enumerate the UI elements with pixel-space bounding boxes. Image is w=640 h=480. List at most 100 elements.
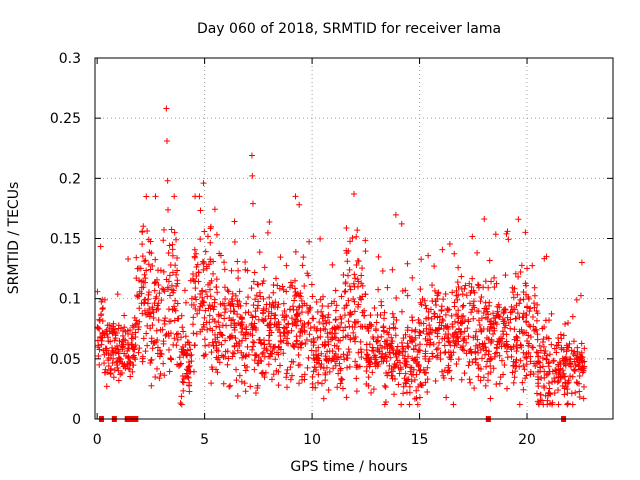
data-point (309, 293, 316, 300)
data-point (177, 361, 184, 368)
data-point (396, 370, 403, 377)
data-point (193, 330, 200, 337)
data-point (401, 375, 408, 382)
data-point (290, 306, 297, 313)
data-point (107, 370, 114, 377)
data-point (537, 347, 544, 354)
data-point (174, 300, 181, 307)
data-point (461, 285, 468, 292)
data-point (411, 328, 418, 335)
data-point (242, 367, 249, 374)
data-point (208, 380, 215, 387)
data-point (351, 283, 358, 290)
y-tick-label: 0.1 (59, 292, 81, 308)
data-point (144, 322, 151, 329)
data-point (399, 352, 406, 359)
data-point (475, 349, 482, 356)
data-point (349, 323, 356, 330)
data-point (121, 312, 128, 319)
data-point (289, 282, 296, 289)
data-point (215, 347, 222, 354)
data-point (572, 362, 579, 369)
data-point (351, 298, 358, 305)
data-point (510, 343, 517, 350)
data-point (95, 352, 102, 359)
data-point (439, 368, 446, 375)
data-point (191, 254, 198, 261)
data-point (461, 317, 468, 324)
data-point (442, 291, 449, 298)
data-point (193, 273, 200, 280)
data-point (512, 270, 519, 277)
data-point (446, 367, 453, 374)
data-point (146, 313, 153, 320)
data-point (178, 334, 185, 341)
data-point (392, 332, 399, 339)
data-point (277, 333, 284, 340)
data-point (505, 236, 512, 243)
data-point (213, 231, 220, 238)
data-point (421, 369, 428, 376)
data-point (440, 296, 447, 303)
data-point (315, 379, 322, 386)
data-point (530, 344, 537, 351)
data-point (533, 349, 540, 356)
data-point (472, 349, 479, 356)
data-point (164, 177, 171, 184)
data-point (224, 287, 231, 294)
data-point (222, 296, 229, 303)
data-point (237, 322, 244, 329)
data-point (251, 366, 258, 373)
data-point (563, 356, 570, 363)
data-point (445, 364, 452, 371)
data-point (113, 359, 120, 366)
data-point (341, 288, 348, 295)
data-point (114, 365, 121, 372)
data-point (480, 309, 487, 316)
data-point (153, 306, 160, 313)
data-point (483, 363, 490, 370)
data-point (266, 301, 273, 308)
data-point (383, 358, 390, 365)
data-point (323, 364, 330, 371)
data-point (580, 383, 587, 390)
data-point (160, 286, 167, 293)
data-point (470, 298, 477, 305)
data-point (458, 320, 465, 327)
data-point (454, 333, 461, 340)
data-point (451, 250, 458, 257)
data-point (206, 312, 213, 319)
data-point (463, 339, 470, 346)
data-point (389, 266, 396, 273)
data-point (485, 351, 492, 358)
data-point (493, 344, 500, 351)
data-point (451, 318, 458, 325)
data-point (523, 372, 530, 379)
data-point (459, 303, 466, 310)
data-point (145, 296, 152, 303)
data-point (390, 324, 397, 331)
data-point (487, 369, 494, 376)
data-point (190, 277, 197, 284)
data-point (434, 352, 441, 359)
data-point (406, 389, 413, 396)
data-point (381, 382, 388, 389)
x-tick-label: 20 (518, 432, 536, 448)
data-point (405, 353, 412, 360)
data-point (520, 296, 527, 303)
data-point (335, 345, 342, 352)
data-point (551, 375, 558, 382)
data-point (122, 328, 129, 335)
data-point (536, 342, 543, 349)
data-point (367, 359, 374, 366)
data-point (217, 329, 224, 336)
data-point (365, 374, 372, 381)
data-point (101, 296, 108, 303)
data-point (258, 340, 265, 347)
data-point (234, 347, 241, 354)
data-point (272, 275, 279, 282)
data-point (533, 317, 540, 324)
data-point (416, 319, 423, 326)
data-point (238, 349, 245, 356)
data-point (210, 258, 217, 265)
